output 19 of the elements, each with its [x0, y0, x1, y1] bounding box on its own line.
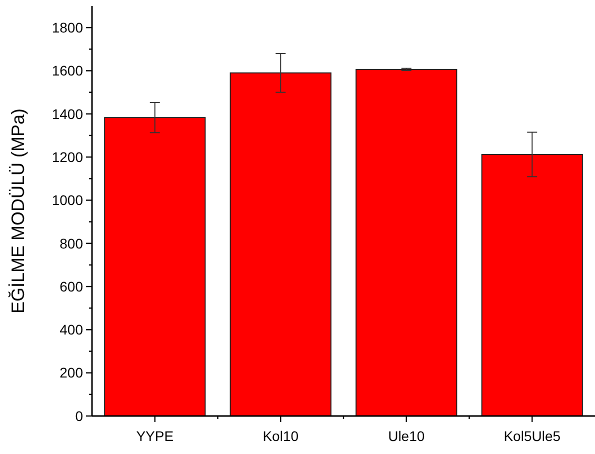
y-tick-label: 1000	[52, 192, 84, 208]
y-tick-label: 400	[60, 322, 84, 338]
x-tick-label: Ule10	[388, 428, 425, 444]
x-tick-label: Kol5Ule5	[504, 428, 561, 444]
y-tick-label: 0	[75, 408, 84, 424]
bar	[356, 68, 458, 416]
bar	[104, 117, 206, 416]
y-tick-label: 800	[60, 235, 84, 252]
y-tick-label: 1400	[52, 106, 84, 122]
bar	[481, 154, 583, 416]
y-axis-title: EĞİLME MODÜLÜ (MPa)	[8, 108, 28, 314]
y-tick-label: 1800	[52, 19, 84, 36]
y-tick-label: 1200	[52, 148, 84, 165]
y-tick-label: 200	[60, 364, 84, 381]
y-tick-label: 1600	[52, 62, 84, 79]
y-tick-label: 600	[60, 278, 84, 294]
x-tick-label: YYPE	[136, 428, 174, 444]
x-tick-label: Kol10	[262, 428, 299, 444]
bar	[230, 72, 332, 416]
